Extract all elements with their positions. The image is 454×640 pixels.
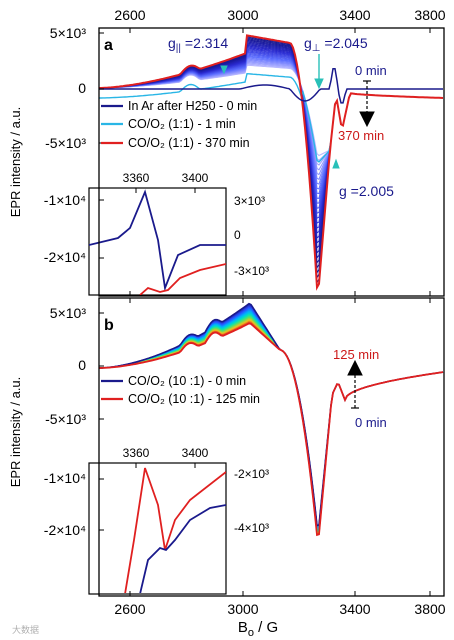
legend-entry: CO/O₂ (10 :1) - 0 min [128,374,246,388]
x-bottom-tick: 2600 [114,601,145,617]
time-end-label-a: 370 min [338,128,384,143]
x-bottom-tick: 3400 [339,601,370,617]
g-perp-arrow-head [314,78,324,90]
x-top-tick: 3800 [414,7,445,23]
inset-y-tick: 3×10³ [234,194,265,208]
y-tick: -2×10⁴ [44,249,86,265]
y-tick: -2×10⁴ [44,522,86,538]
x-top-tick: 2600 [114,7,145,23]
legend-a: In Ar after H250 - 0 min CO/O₂ (1:1) - 1… [101,99,257,150]
x-top-tick: 3000 [227,7,258,23]
time-arrow-b [347,359,363,409]
time-start-label-a: 0 min [355,63,387,78]
g-perp-label: g⊥ =2.045 [304,35,368,54]
panel-a-frame [98,27,445,297]
inset-b-spectra [124,463,226,593]
x-bottom-tick: 3000 [227,601,258,617]
inset-x-tick: 3360 [123,446,150,460]
g-iso-arrow [332,158,340,169]
y-axis-label-b: EPR intensity / a.u. [8,377,23,488]
g-parallel-arrow [220,65,228,75]
legend-entry: In Ar after H250 - 0 min [128,99,257,113]
inset-b-tick-labels: 3360 3400 -2×10³ -4×10³ [123,446,269,535]
time-arrow-a [359,80,375,128]
x-axis-label: Bo / G [238,619,278,639]
inset-y-tick: 0 [234,228,241,242]
inset-b-red [124,467,226,593]
panel-a-y-tick-labels: 5×10³ 0 -5×10³ -1×10⁴ -2×10⁴ [44,25,87,265]
y-tick: -5×10³ [45,135,86,151]
x-top-tick-labels: 2600 3000 3400 3800 [114,7,445,23]
inset-a-red [139,263,226,295]
g-marker-arrows [220,54,340,169]
inset-a-spectra [89,188,226,295]
inset-a-tick-labels: 3360 3400 3×10³ 0 -3×10³ [123,171,269,278]
legend-entry: CO/O₂ (1:1) - 370 min [128,136,250,150]
inset-y-tick: -3×10³ [234,264,269,278]
g-iso-label: g =2.005 [339,183,394,199]
inset-y-tick: -4×10³ [234,521,269,535]
panel-b-frame [98,297,445,597]
panel-a-label: a [104,37,113,54]
y-tick: 5×10³ [50,305,87,321]
panel-a-spectra [99,34,444,291]
spectrum-a-red [99,34,444,291]
legend-b: CO/O₂ (10 :1) - 0 min CO/O₂ (10 :1) - 12… [101,374,260,406]
time-start-label-b: 0 min [355,415,387,430]
y-axis-label-a: EPR intensity / a.u. [8,107,23,218]
inset-x-tick: 3400 [182,171,209,185]
x-top-tick: 3400 [339,7,370,23]
spectrum-b-red [99,322,444,537]
x-bottom-tick-labels: 2600 3000 3400 3800 [114,601,445,617]
inset-x-tick: 3400 [182,446,209,460]
panel-b-label: b [104,317,114,334]
g-parallel-label: g|| =2.314 [168,35,228,54]
panel-b-spectra [99,302,444,537]
y-tick: 5×10³ [50,25,87,41]
panel-b-y-tick-labels: 5×10³ 0 -5×10³ -1×10⁴ -2×10⁴ [44,305,87,538]
inset-b-navy [139,504,226,593]
legend-entry: CO/O₂ (10 :1) - 125 min [128,392,260,406]
watermark: 大数据 [12,624,39,635]
spectrum-a-series [99,61,444,171]
time-end-label-b: 125 min [333,347,379,362]
inset-a-navy [89,189,226,292]
y-tick: 0 [78,357,86,373]
y-tick: -1×10⁴ [44,192,86,208]
spectrum-a-navy [99,67,443,104]
y-tick: -1×10⁴ [44,470,86,486]
x-bottom-tick: 3800 [414,601,445,617]
y-tick: 0 [78,80,86,96]
legend-entry: CO/O₂ (1:1) - 1 min [128,117,236,131]
inset-b-frame [88,462,227,595]
inset-y-tick: -2×10³ [234,467,269,481]
inset-x-tick: 3360 [123,171,150,185]
y-tick: -5×10³ [45,411,86,427]
